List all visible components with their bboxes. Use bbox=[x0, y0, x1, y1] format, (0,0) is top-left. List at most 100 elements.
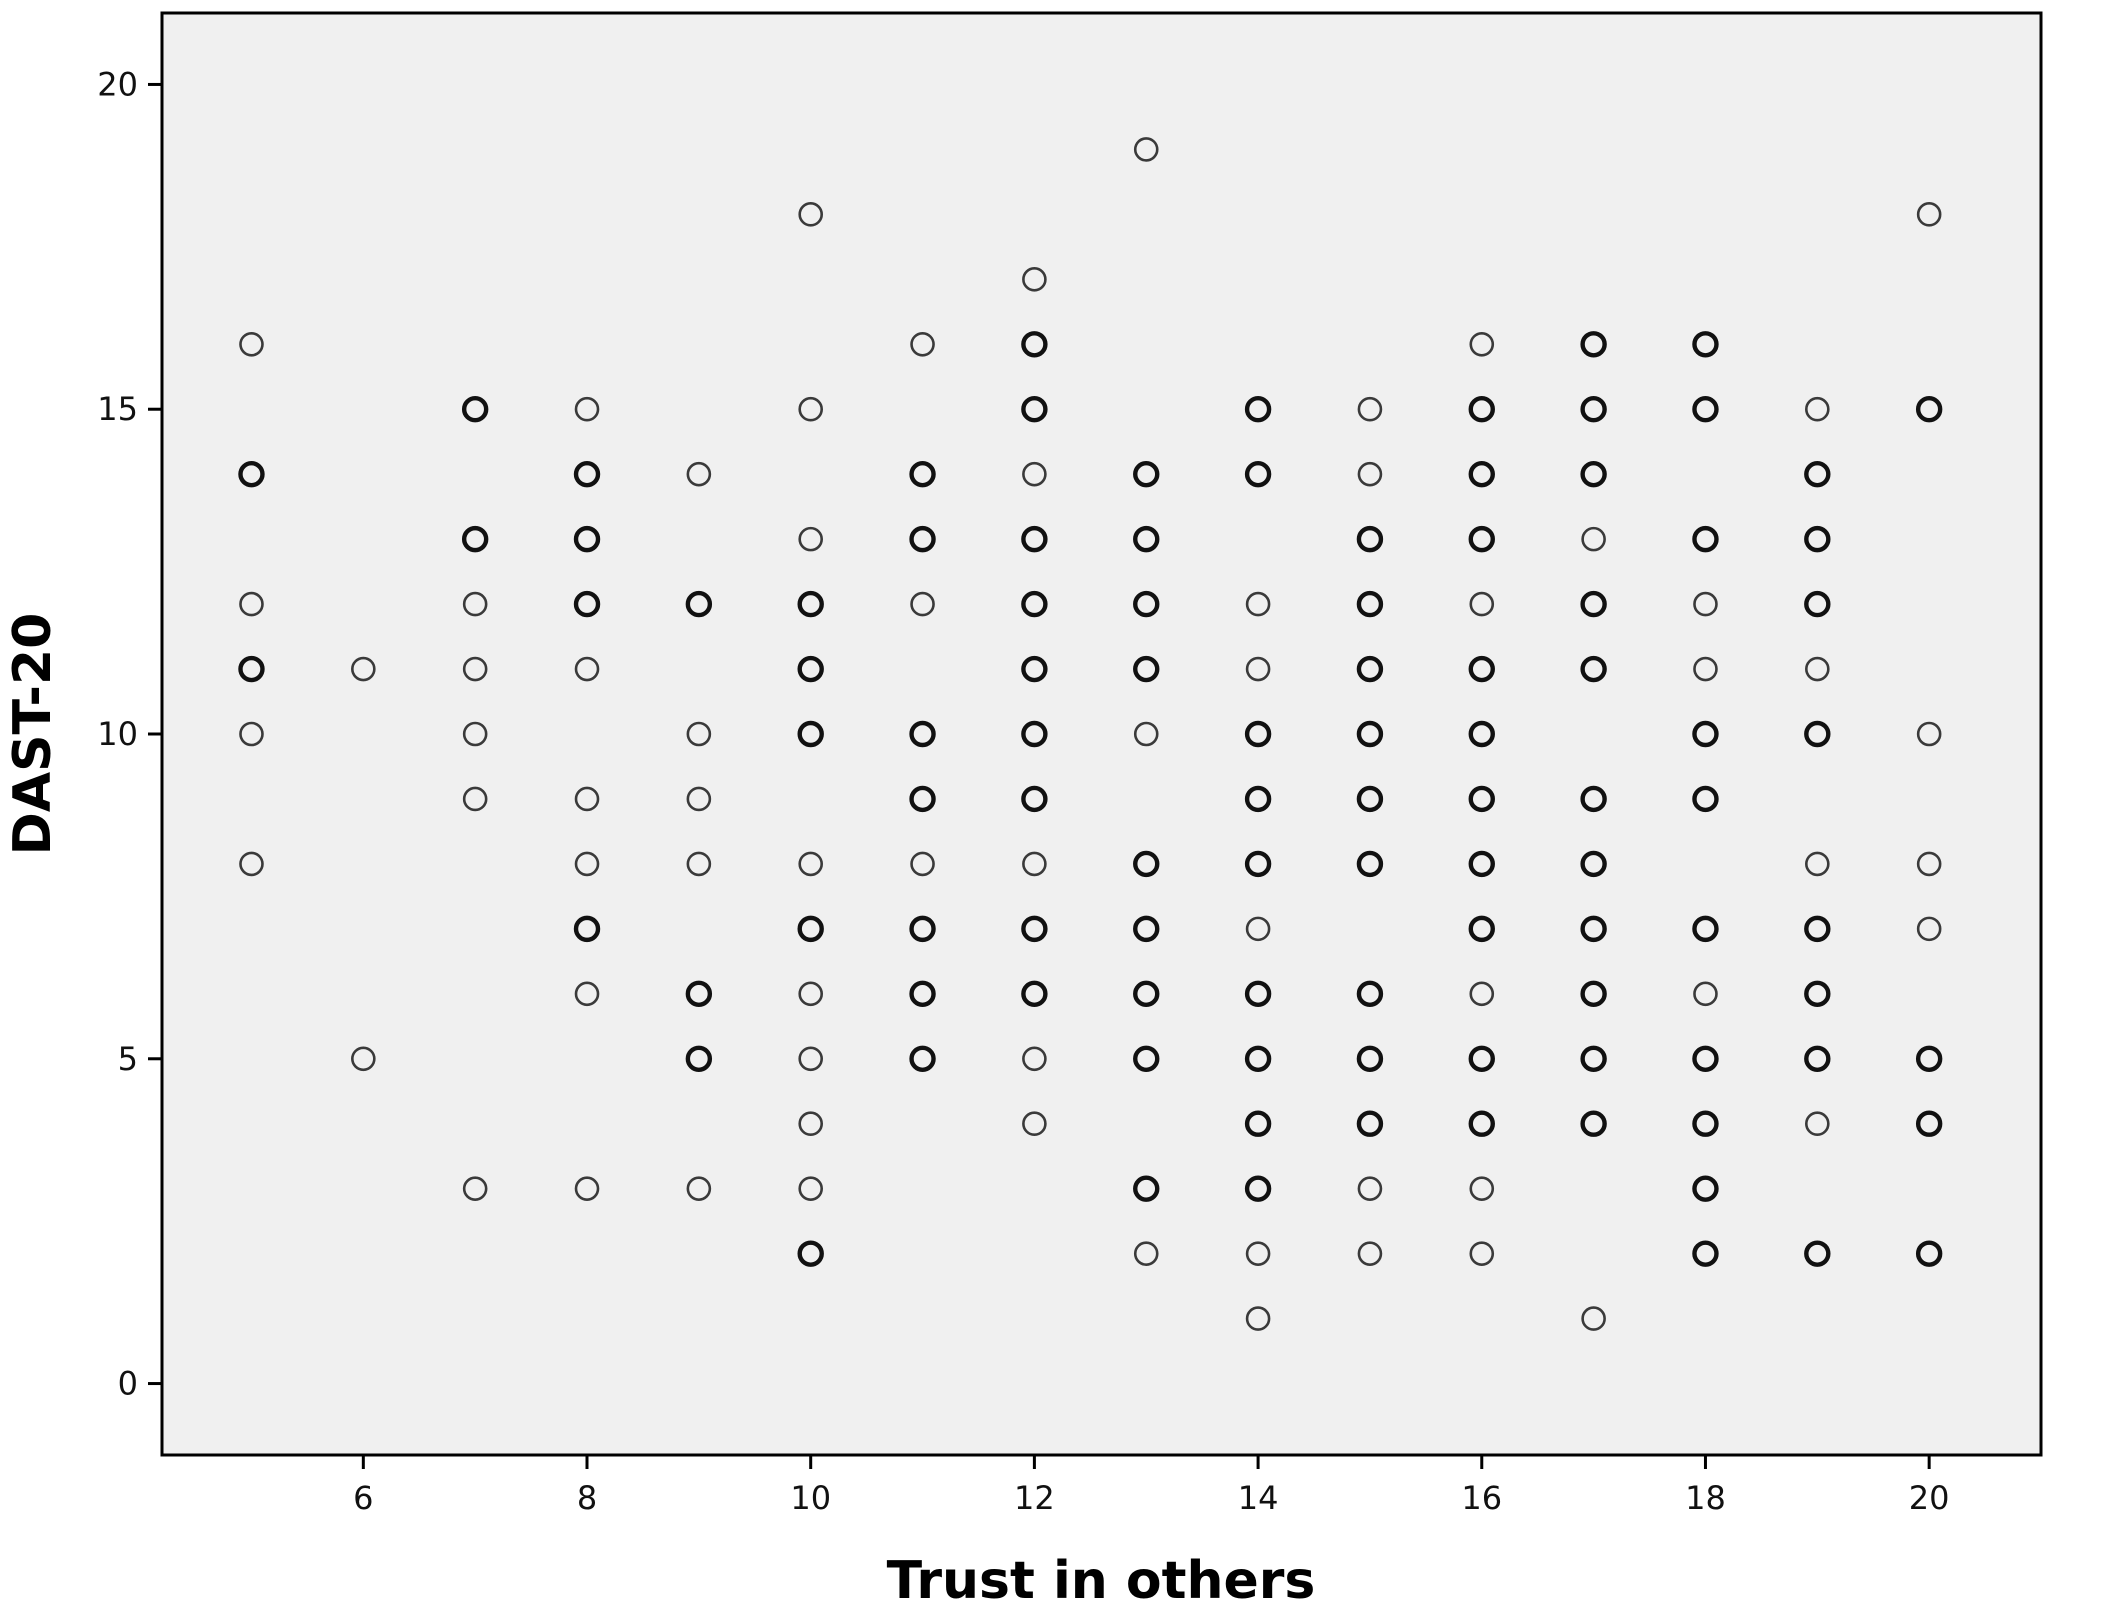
data-point bbox=[1692, 396, 1719, 423]
data-point bbox=[909, 720, 936, 748]
y-axis: 0 5 10 15 20 bbox=[97, 65, 162, 1403]
data-point bbox=[1916, 916, 1942, 942]
data-point bbox=[1581, 526, 1606, 552]
data-point bbox=[1581, 1306, 1606, 1331]
y-tick-label: 15 bbox=[97, 390, 138, 428]
data-point bbox=[686, 721, 712, 747]
data-point bbox=[573, 460, 601, 488]
data-point bbox=[1133, 850, 1160, 878]
data-point bbox=[1580, 331, 1607, 358]
data-point bbox=[1692, 1045, 1719, 1072]
data-point bbox=[1244, 980, 1272, 1008]
data-point bbox=[1468, 850, 1495, 878]
data-point bbox=[1245, 656, 1271, 682]
data-point bbox=[573, 525, 601, 553]
data-point bbox=[1804, 1240, 1831, 1267]
data-point bbox=[1916, 721, 1942, 747]
data-point bbox=[797, 655, 824, 683]
data-point bbox=[685, 1045, 713, 1072]
x-tick-label: 16 bbox=[1461, 1479, 1502, 1517]
data-point bbox=[1692, 915, 1719, 943]
data-point bbox=[797, 1240, 824, 1267]
data-point bbox=[1692, 1110, 1719, 1137]
data-point bbox=[462, 721, 488, 747]
y-tick-label: 20 bbox=[97, 65, 138, 103]
data-point bbox=[1356, 980, 1384, 1008]
data-point bbox=[1915, 1240, 1943, 1267]
data-point bbox=[1133, 915, 1160, 943]
data-point bbox=[1469, 1176, 1495, 1201]
data-point bbox=[1468, 655, 1495, 683]
data-point bbox=[1356, 525, 1384, 553]
data-point bbox=[1469, 1241, 1495, 1266]
data-point bbox=[1468, 720, 1495, 748]
data-point bbox=[1692, 1240, 1719, 1267]
data-point bbox=[909, 785, 936, 813]
data-point bbox=[1022, 1046, 1047, 1072]
data-point bbox=[1245, 591, 1271, 617]
data-point bbox=[1244, 396, 1272, 423]
data-point bbox=[1356, 720, 1384, 748]
data-point bbox=[1804, 525, 1831, 553]
data-point bbox=[1244, 460, 1272, 488]
data-point bbox=[1915, 1110, 1943, 1137]
data-point bbox=[1468, 915, 1495, 943]
data-point bbox=[1356, 1110, 1384, 1137]
data-point bbox=[909, 460, 936, 488]
data-point bbox=[1915, 396, 1943, 423]
data-point bbox=[1469, 981, 1495, 1007]
data-point bbox=[1580, 980, 1607, 1008]
y-tick-label: 10 bbox=[97, 715, 138, 753]
plot-area bbox=[160, 11, 2043, 1457]
data-point bbox=[910, 331, 935, 357]
data-point bbox=[798, 202, 824, 227]
x-tick-label: 6 bbox=[353, 1479, 373, 1517]
x-axis: 6 8 10 12 14 16 18 20 bbox=[353, 1455, 1950, 1517]
data-point bbox=[1021, 980, 1048, 1008]
data-point bbox=[1693, 981, 1718, 1007]
data-point bbox=[686, 461, 712, 487]
data-point bbox=[1580, 1110, 1607, 1137]
data-points bbox=[238, 137, 1943, 1331]
data-point bbox=[1468, 460, 1495, 488]
data-point bbox=[574, 981, 600, 1007]
data-point bbox=[686, 851, 712, 877]
data-point bbox=[1133, 655, 1160, 683]
data-point bbox=[686, 1176, 712, 1201]
data-point bbox=[798, 396, 824, 422]
data-point bbox=[1133, 137, 1159, 162]
data-point bbox=[1244, 720, 1272, 748]
data-point bbox=[1022, 267, 1047, 292]
data-point bbox=[239, 331, 264, 357]
data-point bbox=[1357, 461, 1383, 487]
data-point bbox=[1022, 461, 1047, 487]
data-point bbox=[1356, 850, 1384, 878]
data-point bbox=[1580, 460, 1607, 488]
data-point bbox=[462, 786, 488, 812]
data-point bbox=[1022, 851, 1047, 877]
data-point bbox=[1133, 1045, 1160, 1072]
data-point bbox=[462, 1176, 488, 1201]
data-point bbox=[1356, 590, 1384, 618]
data-point bbox=[1693, 591, 1718, 617]
data-point bbox=[351, 1046, 376, 1072]
y-tick-label: 5 bbox=[118, 1040, 138, 1078]
data-point bbox=[798, 1046, 824, 1072]
data-point bbox=[1468, 1045, 1495, 1072]
data-point bbox=[1693, 656, 1718, 682]
data-point bbox=[797, 720, 824, 748]
data-point bbox=[1133, 525, 1160, 553]
data-point bbox=[1805, 396, 1830, 422]
data-point bbox=[1915, 1045, 1943, 1072]
data-point bbox=[909, 915, 936, 943]
data-point bbox=[1804, 980, 1831, 1008]
data-point bbox=[1357, 1176, 1383, 1201]
data-point bbox=[1804, 460, 1831, 488]
data-point bbox=[1580, 785, 1607, 813]
data-point bbox=[1356, 785, 1384, 813]
data-point bbox=[1021, 331, 1048, 358]
data-point bbox=[1244, 1110, 1272, 1137]
data-point bbox=[574, 1176, 600, 1201]
data-point bbox=[238, 655, 265, 683]
data-point bbox=[909, 1045, 936, 1072]
